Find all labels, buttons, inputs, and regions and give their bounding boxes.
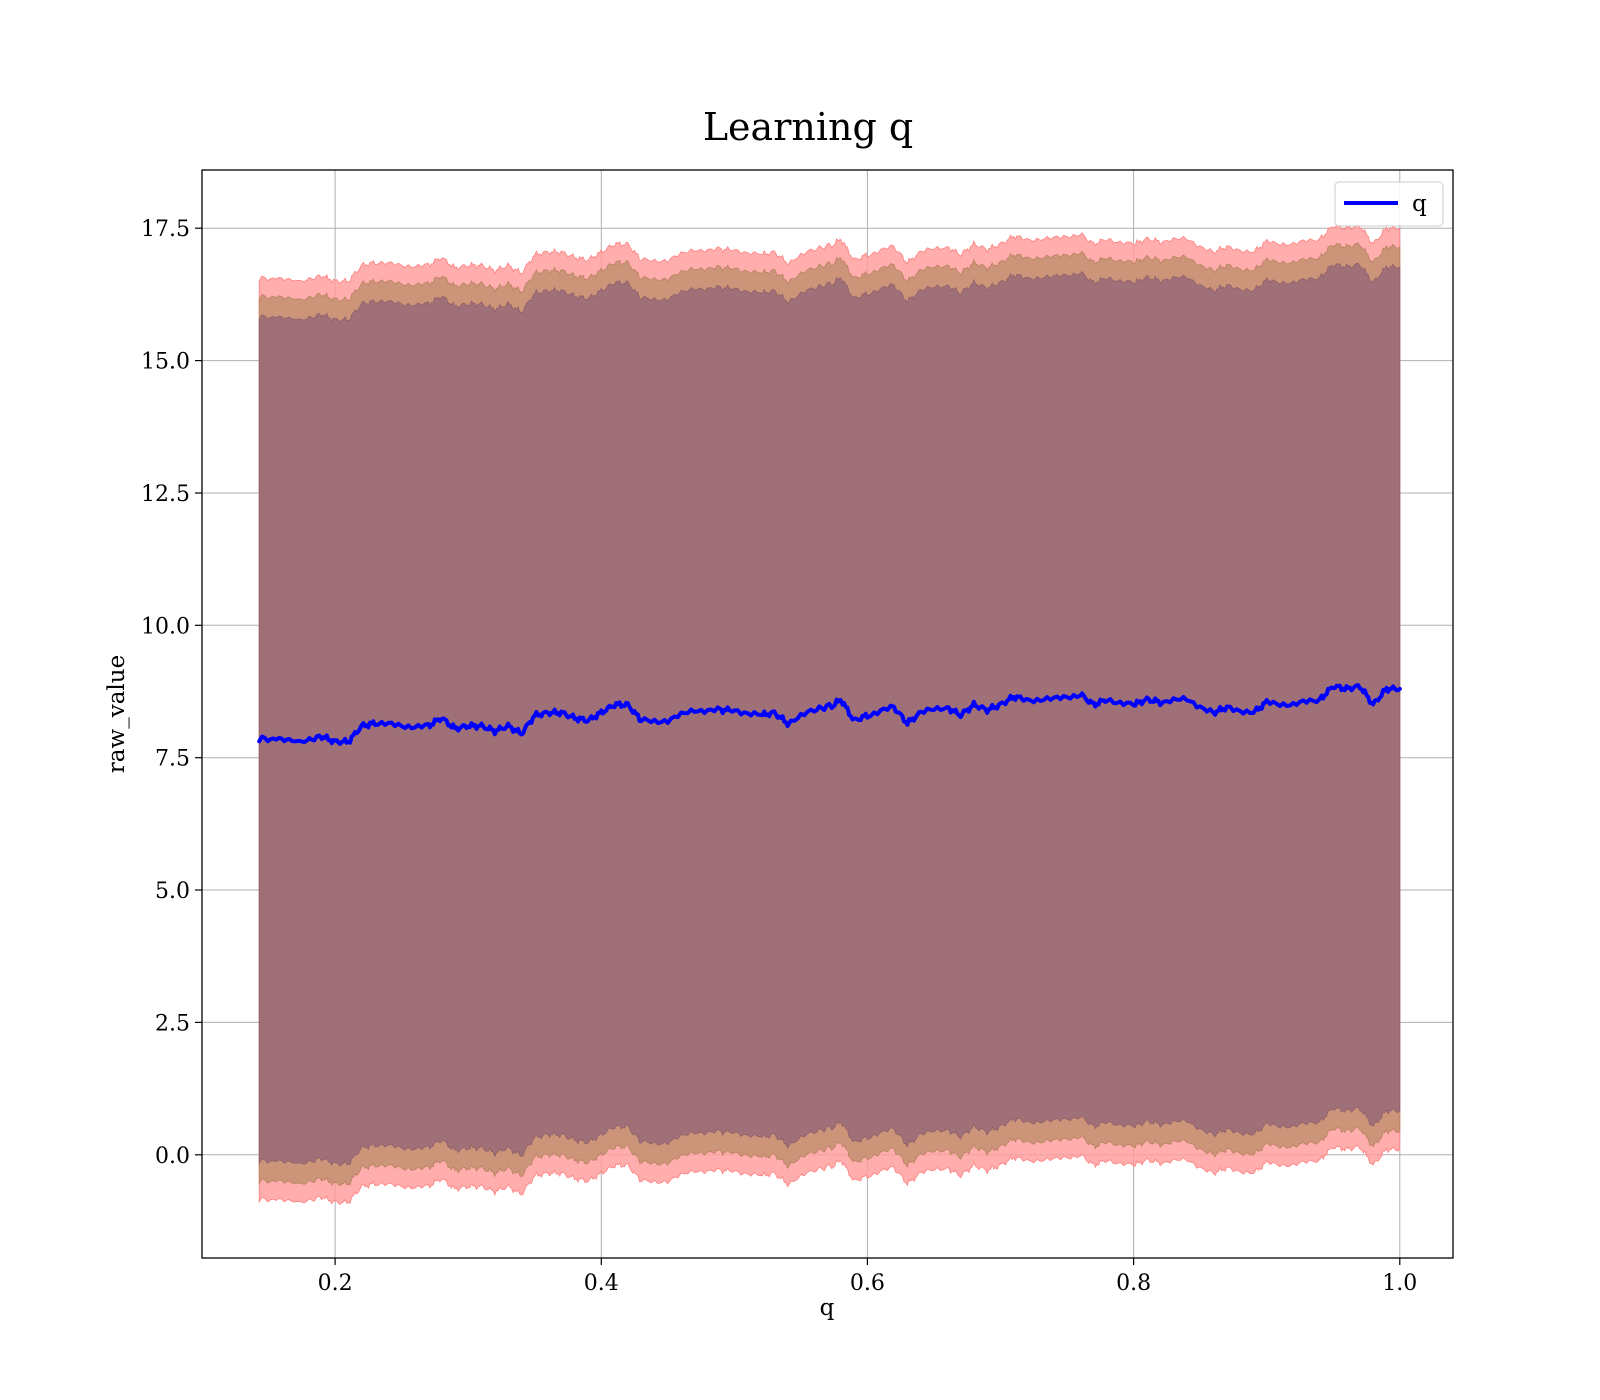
series-line-q bbox=[257, 683, 1402, 746]
x-tick-label: 0.8 bbox=[1116, 1271, 1151, 1296]
y-tick-label: 12.5 bbox=[141, 482, 190, 507]
y-tick-label: 5.0 bbox=[155, 879, 190, 904]
uncertainty-bands bbox=[258, 224, 1401, 1206]
y-tick-label: 7.5 bbox=[155, 747, 190, 772]
y-tick-label: 15.0 bbox=[141, 350, 190, 375]
x-tick-label: 0.6 bbox=[850, 1271, 885, 1296]
x-tick-label: 0.4 bbox=[584, 1271, 619, 1296]
x-axis-label: q bbox=[820, 1295, 835, 1321]
y-tick-label: 10.0 bbox=[141, 614, 190, 639]
series-lines bbox=[257, 683, 1402, 746]
x-tick-label: 0.2 bbox=[318, 1271, 353, 1296]
legend: q bbox=[1334, 181, 1444, 227]
x-tick-label: 1.0 bbox=[1382, 1271, 1417, 1296]
legend-label-q: q bbox=[1412, 191, 1427, 217]
x-axis-ticks: 0.2 0.4 0.6 0.8 1.0 bbox=[318, 1258, 1417, 1296]
chart-title: Learning q bbox=[703, 105, 913, 149]
y-tick-label: 2.5 bbox=[155, 1011, 190, 1036]
y-tick-label: 0.0 bbox=[155, 1144, 190, 1169]
y-axis-ticks: 0.0 2.5 5.0 7.5 10.0 12.5 15.0 17.5 bbox=[141, 217, 202, 1169]
band-inner bbox=[258, 262, 1401, 1167]
y-axis-label: raw_value bbox=[104, 655, 130, 773]
plot-frame bbox=[201, 169, 1454, 1259]
y-tick-label: 17.5 bbox=[141, 217, 190, 242]
